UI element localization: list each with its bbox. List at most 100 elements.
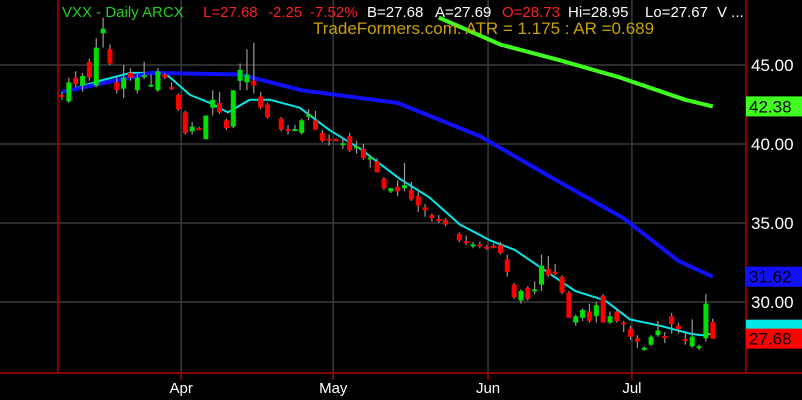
candle-body-down (251, 80, 257, 86)
candle-body-down (559, 276, 565, 293)
candle-body-down (169, 87, 175, 90)
candle-body-down (710, 322, 716, 339)
candle-body-up (367, 157, 373, 160)
candle-body-down (162, 74, 168, 78)
candle (710, 318, 716, 339)
candle-body-down (477, 244, 483, 247)
candle-body-down (196, 128, 202, 131)
candle (107, 44, 113, 65)
candle (463, 235, 469, 246)
candle-body-down (497, 245, 503, 254)
candle (559, 275, 565, 295)
candle (429, 213, 435, 222)
candle-body-up (539, 265, 544, 285)
candle-body-down (621, 322, 627, 325)
volume: V ... (717, 4, 744, 21)
candle-body-down (107, 49, 113, 64)
candle (223, 118, 229, 130)
candle-body-down (347, 136, 353, 151)
candle-body-down (484, 246, 490, 249)
candle-body-down (381, 178, 387, 189)
candle (504, 254, 510, 277)
candle-body-down (566, 292, 572, 318)
candle-body-up (648, 336, 654, 345)
candle (312, 110, 318, 130)
candle (162, 72, 168, 80)
price-tick-label: 35.00 (751, 214, 794, 233)
blue-ma-value-label-box (746, 266, 802, 287)
candle-body-up (93, 47, 99, 86)
candle (251, 42, 257, 94)
candle-body-up (237, 69, 243, 81)
candle (532, 281, 538, 295)
candle (114, 77, 120, 94)
candle-body-down (662, 335, 668, 338)
candle (128, 68, 133, 81)
candle (347, 132, 353, 152)
candle-body-down (443, 219, 449, 225)
candle (600, 294, 606, 323)
candle-body-up (155, 71, 161, 91)
candle-body-down (628, 328, 634, 337)
candle (491, 243, 497, 249)
candle-body-down (634, 338, 640, 342)
candle (552, 264, 558, 276)
candle-body-down (312, 120, 318, 130)
candle-body-up (230, 90, 236, 127)
cyan-moving-average-line (61, 71, 713, 337)
candle (484, 245, 490, 250)
symbol: VXX - Daily ARCX (62, 4, 184, 21)
candle (422, 204, 428, 217)
candle-body-up (306, 114, 312, 117)
candle (73, 71, 79, 88)
candle-body-up (299, 120, 305, 133)
candle (648, 335, 654, 347)
value-labels: 42.38 31.62 27.68 (746, 96, 802, 349)
last-price-label-box (746, 328, 802, 349)
candle-body-up (354, 146, 360, 149)
candle (669, 313, 675, 334)
candle (395, 180, 401, 197)
candle (477, 241, 483, 249)
candle-body-up (141, 75, 147, 78)
candle-body-up (593, 305, 599, 317)
candle (100, 17, 106, 48)
candle (388, 188, 394, 193)
high: Hi=28.95 (568, 4, 628, 21)
candle (278, 117, 284, 132)
candle-body-up (655, 330, 661, 336)
candle (408, 181, 414, 201)
candle (573, 314, 579, 326)
candle-body-down (258, 96, 264, 108)
candle (182, 110, 188, 135)
candle-body-up (402, 185, 407, 189)
candle-body-up (66, 82, 72, 102)
candle-body-down (360, 148, 366, 159)
candle (265, 102, 270, 119)
grid (0, 0, 746, 373)
candle-body-down (682, 339, 688, 342)
candle (141, 61, 147, 80)
candle (210, 90, 216, 116)
candle-body-up (100, 28, 106, 34)
candle-body-down (586, 311, 592, 321)
candle-body-up (210, 99, 216, 108)
ask: A=27.69 (435, 4, 491, 21)
candle (59, 91, 65, 100)
candle-body-down (278, 118, 284, 130)
last-price: L=27.68 (203, 4, 258, 21)
candle (367, 155, 373, 168)
bid: B=27.68 (367, 4, 423, 21)
candle (634, 335, 640, 348)
candle-body-up (148, 84, 154, 87)
candle-body-down (415, 196, 421, 206)
candle (593, 302, 599, 323)
green-ma-value-label-box (746, 96, 802, 117)
candle-body-down (128, 72, 133, 78)
month-label: Jul (622, 380, 641, 397)
candle-body-down (511, 284, 517, 298)
candle (148, 74, 154, 88)
candle-body-down (463, 241, 469, 244)
candle (66, 77, 72, 103)
candle (86, 58, 92, 81)
